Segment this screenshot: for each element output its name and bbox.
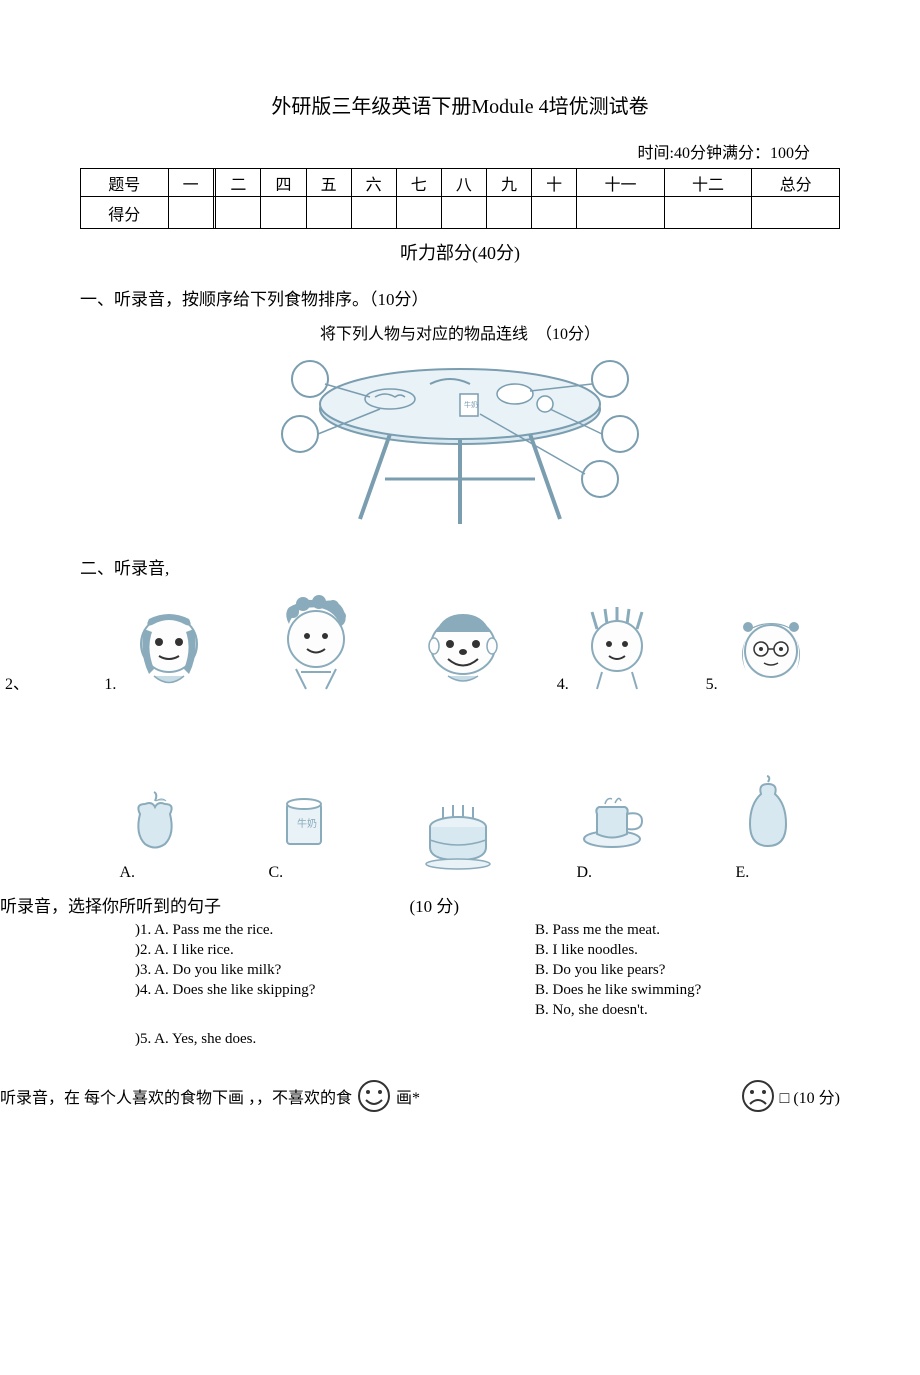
food-item: E. — [736, 774, 801, 882]
table-food-illustration: 牛奶 — [80, 349, 840, 534]
face-item — [410, 604, 508, 694]
food-item: A. — [120, 789, 190, 882]
q2-left-label: 2、 — [5, 670, 29, 694]
table-header: 七 — [396, 169, 441, 197]
q4-row: 听录音，在 每个人喜欢的食物下画 ，，不喜欢的食 画* □ (10 分) — [0, 1078, 840, 1114]
choice-a: )4. A. Does she like skipping? — [135, 982, 535, 999]
table-cell — [486, 197, 531, 229]
food-item: D. — [577, 789, 657, 882]
faces-row: 2、 1. — [80, 594, 840, 694]
svg-text:牛奶: 牛奶 — [297, 817, 317, 830]
q1-heading: 一、听录音，按顺序给下列食物排序。（10分） — [80, 285, 840, 310]
table-header: 十 — [532, 169, 577, 197]
choice-b: B. Pass me the meat. — [535, 922, 840, 939]
table-cell — [261, 197, 306, 229]
sad-face-icon — [740, 1078, 776, 1114]
choice-row: )2. A. I like rice. B. I like noodles. — [135, 942, 840, 959]
food-label: A. — [120, 864, 190, 882]
q4-text2: 画* — [396, 1084, 420, 1108]
face-item: 1. — [104, 604, 214, 694]
food-label: E. — [736, 864, 801, 882]
table-cell — [577, 197, 665, 229]
face-item: 4. — [557, 604, 657, 694]
table-cell — [752, 197, 840, 229]
q3-points: (10 分) — [410, 897, 460, 916]
q4-text1: 每个人喜欢的食物下画 ，，不喜欢的食 — [84, 1084, 352, 1108]
table-header: 总分 — [752, 169, 840, 197]
choice-row: )1. A. Pass me the rice. B. Pass me the … — [135, 922, 840, 939]
face-label: 5. — [706, 676, 718, 694]
table-header: 八 — [441, 169, 486, 197]
choice-b: B. I like noodles. — [535, 942, 840, 959]
face-item: 5. — [706, 609, 816, 694]
q1-sub: 将下列人物与对应的物品连线 （10分） — [80, 320, 840, 344]
choice-b: B. Does he like swimming? — [535, 982, 840, 999]
table-cell — [441, 197, 486, 229]
choice-row: B. No, she doesn't. — [135, 1002, 840, 1019]
table-cell — [168, 197, 213, 229]
q4-prefix: 听录音，在 — [0, 1084, 80, 1108]
page-title: 外研版三年级英语下册Module 4培优测试卷 — [80, 90, 840, 119]
q3-heading: 听录音，选择你所听到的句子 (10 分) — [0, 892, 840, 917]
happy-face-icon — [356, 1078, 392, 1114]
face-label: 1. — [104, 676, 116, 694]
table-cell: 得分 — [81, 197, 169, 229]
table-header: 六 — [351, 169, 396, 197]
choice-b — [535, 1031, 840, 1048]
score-table: 题号 一 二 四 五 六 七 八 九 十 十一 十二 总分 得分 — [80, 168, 840, 229]
choice-a: )1. A. Pass me the rice. — [135, 922, 535, 939]
table-cell — [306, 197, 351, 229]
face-label: 4. — [557, 676, 569, 694]
choice-b: B. No, she doesn't. — [535, 1002, 840, 1019]
listening-section-title: 听力部分(40分) — [80, 239, 840, 265]
food-label: C. — [269, 864, 339, 882]
choice-list: )1. A. Pass me the rice. B. Pass me the … — [135, 922, 840, 1048]
table-cell — [216, 197, 261, 229]
table-header: 十一 — [577, 169, 665, 197]
choice-row: )3. A. Do you like milk? B. Do you like … — [135, 962, 840, 979]
choice-a: )3. A. Do you like milk? — [135, 962, 535, 979]
svg-text:牛奶: 牛奶 — [464, 400, 478, 409]
table-cell — [664, 197, 752, 229]
choice-row: )5. A. Yes, she does. — [135, 1031, 840, 1048]
food-item: 牛奶 C. — [269, 789, 339, 882]
table-cell — [351, 197, 396, 229]
table-header: 一 — [168, 169, 213, 197]
table-header: 题号 — [81, 169, 169, 197]
table-cell — [532, 197, 577, 229]
choice-a: )5. A. Yes, she does. — [135, 1031, 535, 1048]
foods-row: A. 牛奶 C. D. — [80, 774, 840, 882]
table-header: 九 — [486, 169, 531, 197]
table-header: 四 — [261, 169, 306, 197]
q4-suffix: □ (10 分) — [780, 1084, 840, 1108]
choice-a: )2. A. I like rice. — [135, 942, 535, 959]
q2-heading: 二、听录音, — [80, 554, 840, 579]
q3-text: 听录音，选择你所听到的句子 — [0, 897, 221, 916]
food-item — [418, 802, 498, 882]
face-item — [263, 594, 361, 694]
table-header: 十二 — [664, 169, 752, 197]
table-cell — [396, 197, 441, 229]
choice-b: B. Do you like pears? — [535, 962, 840, 979]
table-header: 二 — [216, 169, 261, 197]
choice-a — [135, 1002, 535, 1019]
time-score-info: 时间:40分钟满分：100分 — [80, 139, 840, 163]
choice-row: )4. A. Does she like skipping? B. Does h… — [135, 982, 840, 999]
table-header: 五 — [306, 169, 351, 197]
food-label: D. — [577, 864, 657, 882]
